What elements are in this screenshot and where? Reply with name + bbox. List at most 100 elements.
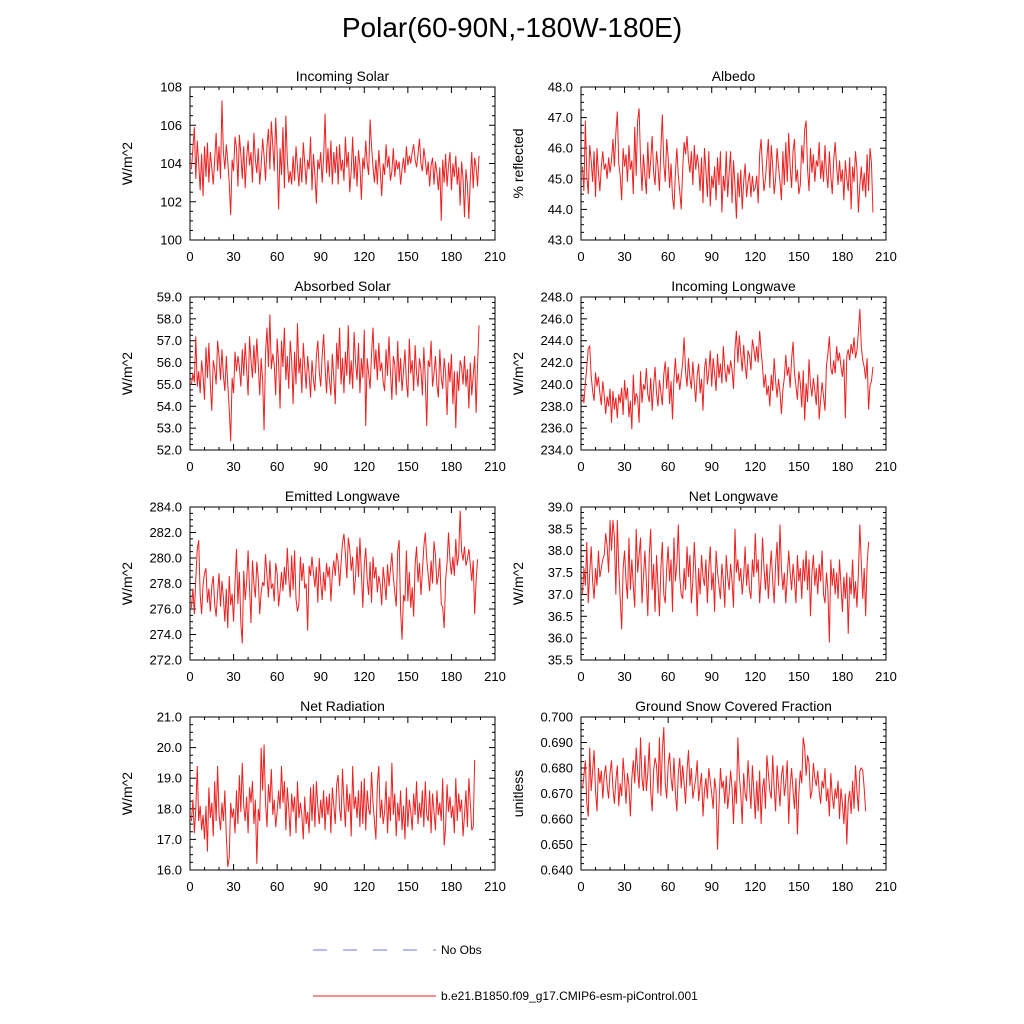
- x-tick-label: 60: [661, 669, 675, 684]
- x-tick-label: 120: [744, 669, 766, 684]
- x-tick-label: 0: [577, 879, 584, 894]
- x-tick-label: 210: [875, 249, 897, 264]
- x-tick-label: 30: [617, 249, 631, 264]
- y-tick-label: 36.0: [548, 631, 573, 646]
- y-tick-label: 274.0: [149, 627, 182, 642]
- x-tick-label: 90: [704, 249, 718, 264]
- x-tick-label: 30: [617, 669, 631, 684]
- y-tick-label: 280.0: [149, 551, 182, 566]
- plot-frame: [189, 86, 496, 241]
- series-line: [581, 727, 867, 850]
- x-tick-label: 150: [397, 879, 419, 894]
- x-tick-label: 0: [186, 249, 193, 264]
- panel-absorbed-solar: Absorbed Solar W/m^2 0 30 60 90 120 150 180 210 52…: [119, 278, 506, 474]
- x-tick-label: 120: [353, 249, 375, 264]
- x-tick-label: 180: [441, 879, 463, 894]
- y-tick-label: 0.670: [540, 786, 573, 801]
- x-tick-label: 120: [353, 879, 375, 894]
- y-axis-label: W/m^2: [510, 352, 526, 395]
- y-tick-label: 16.0: [157, 863, 182, 878]
- series-line: [190, 314, 480, 442]
- y-tick-label: 278.0: [149, 576, 182, 591]
- y-tick-label: 246.0: [540, 311, 573, 326]
- y-tick-label: 0.660: [540, 812, 573, 827]
- x-tick-label: 180: [441, 669, 463, 684]
- series-line: [190, 100, 480, 221]
- x-tick-label: 150: [397, 249, 419, 264]
- x-tick-label: 0: [186, 879, 193, 894]
- y-tick-label: 240.0: [540, 377, 573, 392]
- y-tick-label: 55.0: [157, 377, 182, 392]
- y-tick-label: 108: [160, 80, 182, 95]
- x-tick-label: 210: [875, 879, 897, 894]
- plot-frame: [189, 296, 496, 451]
- y-tick-label: 21.0: [157, 710, 182, 725]
- x-tick-label: 90: [313, 669, 327, 684]
- x-tick-label: 120: [744, 459, 766, 474]
- x-tick-label: 30: [226, 669, 240, 684]
- x-tick-label: 60: [270, 669, 284, 684]
- y-tick-label: 248.0: [540, 290, 573, 305]
- panel-title: Albedo: [712, 68, 756, 84]
- legend-label-no-obs: No Obs: [441, 943, 482, 957]
- x-tick-label: 120: [353, 669, 375, 684]
- plot-frame: [580, 716, 887, 871]
- y-axis-label: W/m^2: [119, 562, 135, 605]
- y-tick-label: 18.0: [157, 801, 182, 816]
- x-tick-label: 30: [617, 879, 631, 894]
- plot-frame: [189, 506, 496, 661]
- x-tick-label: 180: [441, 249, 463, 264]
- x-tick-label: 120: [744, 249, 766, 264]
- x-tick-label: 30: [617, 459, 631, 474]
- x-tick-label: 120: [744, 879, 766, 894]
- series-line: [581, 520, 870, 643]
- panel-net-radiation: Net Radiation W/m^2 0 30 60 90 120 150 180 210 16.…: [119, 698, 506, 894]
- y-tick-label: 37.5: [548, 565, 573, 580]
- y-tick-label: 242.0: [540, 355, 573, 370]
- y-tick-label: 102: [160, 194, 182, 209]
- panel-albedo: Albedo % reflected 0 30 60 90 120 150 180 210 43.0…: [510, 68, 897, 264]
- y-tick-label: 59.0: [157, 290, 182, 305]
- x-tick-label: 150: [788, 879, 810, 894]
- y-tick-label: 54.0: [157, 399, 182, 414]
- y-tick-label: 35.5: [548, 653, 573, 668]
- x-tick-label: 210: [484, 249, 506, 264]
- x-tick-label: 150: [788, 249, 810, 264]
- y-axis-label: W/m^2: [119, 772, 135, 815]
- y-tick-label: 234.0: [540, 443, 573, 458]
- y-tick-label: 38.0: [548, 543, 573, 558]
- x-tick-label: 150: [788, 459, 810, 474]
- panel-title: Emitted Longwave: [285, 488, 400, 504]
- x-tick-label: 60: [270, 879, 284, 894]
- y-tick-label: 0.650: [540, 837, 573, 852]
- y-tick-label: 276.0: [149, 602, 182, 617]
- x-tick-label: 150: [397, 459, 419, 474]
- y-tick-label: 284.0: [149, 500, 182, 515]
- x-tick-label: 90: [313, 459, 327, 474]
- panel-incoming-longwave: Incoming Longwave W/m^2 0 30 60 90 120 150 180 21…: [510, 278, 897, 474]
- y-axis-label: W/m^2: [510, 562, 526, 605]
- x-tick-label: 90: [704, 879, 718, 894]
- y-tick-label: 0.680: [540, 761, 573, 776]
- x-tick-label: 0: [577, 249, 584, 264]
- plot-frame: [580, 86, 887, 241]
- x-tick-label: 210: [484, 879, 506, 894]
- x-tick-label: 0: [186, 459, 193, 474]
- y-axis-label: unitless: [510, 770, 526, 817]
- x-tick-label: 210: [484, 669, 506, 684]
- y-tick-label: 44.0: [548, 202, 573, 217]
- panel-title: Net Longwave: [689, 488, 779, 504]
- x-tick-label: 30: [226, 249, 240, 264]
- plot-frame: [580, 296, 887, 451]
- panel-title: Absorbed Solar: [294, 278, 391, 294]
- y-axis-label: W/m^2: [119, 352, 135, 395]
- x-tick-label: 120: [353, 459, 375, 474]
- plot-frame: [189, 716, 496, 871]
- panel-emitted-longwave: Emitted Longwave W/m^2 0 30 60 90 120 150 180 210…: [119, 488, 506, 684]
- y-tick-label: 20.0: [157, 740, 182, 755]
- y-tick-label: 36.5: [548, 609, 573, 624]
- x-tick-label: 180: [441, 459, 463, 474]
- y-tick-label: 48.0: [548, 80, 573, 95]
- x-tick-label: 180: [832, 879, 854, 894]
